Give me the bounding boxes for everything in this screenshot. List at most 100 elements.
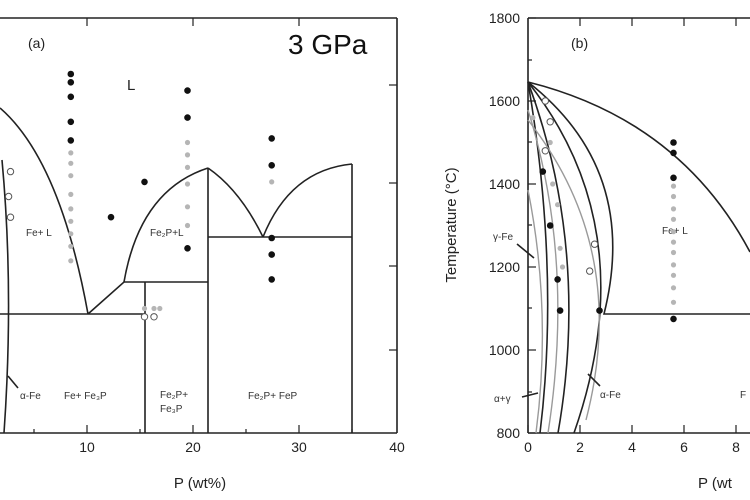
edge-region-label: F [740, 390, 746, 401]
panel-b-label: (b) [571, 35, 588, 51]
data-point-black [268, 135, 276, 142]
alpha-fe-label: α-Fe [600, 390, 621, 401]
data-point-grey [269, 179, 275, 185]
data-point-grey [550, 181, 556, 187]
data-point-black [184, 87, 191, 94]
data-point-open [6, 213, 15, 221]
panel-a-label: (a) [28, 35, 45, 51]
panel-b-data-points [530, 97, 677, 323]
data-point-grey [141, 305, 148, 312]
panel-a-x-tick-label: 10 [79, 439, 95, 455]
data-point-open [150, 313, 158, 321]
data-point-grey [670, 216, 677, 222]
alpha-gamma-arrow [521, 392, 539, 398]
data-point-grey [670, 183, 677, 189]
fe2p-fep-region-label: Fe₂P+ FeP [248, 391, 298, 402]
panel-b-y-axis-title: Temperature (°C) [443, 167, 460, 282]
data-point-black [556, 307, 564, 314]
grey-boundary-a [527, 119, 600, 421]
fe-liquidus-curve [0, 107, 89, 315]
panel-b-x-tick-label: 6 [680, 439, 688, 455]
data-point-black [184, 114, 191, 121]
data-point-grey [184, 204, 191, 210]
data-point-grey [68, 258, 74, 264]
panel-a-x-tick-label: 40 [389, 439, 405, 455]
panel-b-x-tick-label: 0 [524, 439, 532, 455]
data-point-grey [68, 206, 74, 212]
data-point-grey [670, 262, 677, 268]
panel-b: 800 1000 1200 1400 1600 1800 0 2 4 6 8 P… [443, 10, 750, 492]
data-point-grey [670, 206, 677, 212]
data-point-grey [670, 285, 677, 291]
data-point-grey [670, 193, 677, 200]
panel-b-y-tick-label: 1600 [489, 93, 520, 109]
data-point-black [67, 70, 75, 78]
data-point-open [586, 267, 594, 275]
gamma-fe-boundary [527, 81, 570, 434]
alpha-fe-arrow [7, 375, 19, 389]
fe2p-liquidus-left [123, 167, 209, 283]
data-point-grey [68, 160, 74, 166]
alpha-fe-arrow [587, 373, 601, 387]
fe-fe3p-region-label: Fe+ Fe₃P [64, 391, 107, 402]
data-point-black [596, 307, 603, 314]
panel-b-x-tick-label: 2 [576, 439, 584, 455]
panel-b-y-tick-label: 1400 [489, 176, 520, 192]
data-point-grey [547, 139, 553, 146]
data-point-grey [670, 239, 677, 245]
data-point-black [107, 213, 115, 221]
fe2p-liquidus-right [207, 167, 264, 238]
data-point-grey [184, 139, 191, 146]
fe-liquid-region-label: Fe+ L [26, 228, 52, 239]
data-point-black [268, 162, 276, 169]
data-point-black [184, 245, 191, 252]
gamma-fe-arrow [516, 243, 535, 259]
data-point-grey [151, 305, 157, 312]
data-point-black [670, 174, 677, 182]
data-point-grey [670, 249, 677, 256]
data-point-black [141, 178, 148, 186]
data-point-grey [68, 191, 74, 197]
data-point-black [67, 93, 75, 101]
data-point-grey [184, 164, 191, 170]
eutectic-rise-line [87, 281, 208, 315]
data-point-grey [184, 152, 191, 158]
alpha-fe-solvus [1, 159, 10, 434]
data-point-grey [555, 202, 561, 208]
panel-b-y-tick-label: 1200 [489, 259, 520, 275]
panel-a-x-axis-title: P (wt%) [174, 475, 226, 492]
panel-a-data-points [4, 70, 276, 321]
alpha-gamma-label: α+γ [494, 394, 511, 405]
gamma-fe-label: γ-Fe [493, 232, 513, 243]
data-point-black [268, 276, 276, 283]
fe2p-fe3p-region-label: Fe₂P+ [160, 390, 188, 401]
panel-b-y-tick-label: 1000 [489, 342, 520, 358]
data-point-black [546, 222, 554, 229]
data-point-black [67, 118, 75, 126]
data-point-grey [670, 229, 677, 235]
panel-b-x-tick-label: 8 [732, 439, 740, 455]
grey-boundary-c [527, 189, 544, 434]
data-point-black [268, 234, 276, 242]
data-point-black [67, 79, 75, 86]
data-point-grey [670, 272, 677, 278]
data-point-black [268, 251, 276, 258]
panel-a-x-tick-label: 30 [291, 439, 307, 455]
data-point-black [670, 315, 677, 323]
data-point-grey [68, 231, 74, 237]
panel-a: 10 20 30 40 P (wt%) (a) 3 GPa L Fe+ L Fe… [0, 17, 405, 492]
data-point-black [670, 139, 677, 146]
panel-b-x-tick-label: 4 [628, 439, 636, 455]
panel-b-y-tick-label: 1800 [489, 10, 520, 26]
data-point-grey [530, 115, 536, 121]
data-point-black [554, 276, 561, 283]
data-point-grey [68, 150, 74, 156]
panel-a-phase-boundaries [0, 107, 353, 434]
panel-b-y-tick-label: 800 [497, 425, 521, 441]
data-point-grey [670, 299, 677, 305]
data-point-grey [68, 173, 74, 179]
data-point-black [670, 149, 677, 157]
fe2p-liquid-region-label: Fe₂P+L [150, 228, 184, 239]
data-point-grey [184, 222, 191, 229]
